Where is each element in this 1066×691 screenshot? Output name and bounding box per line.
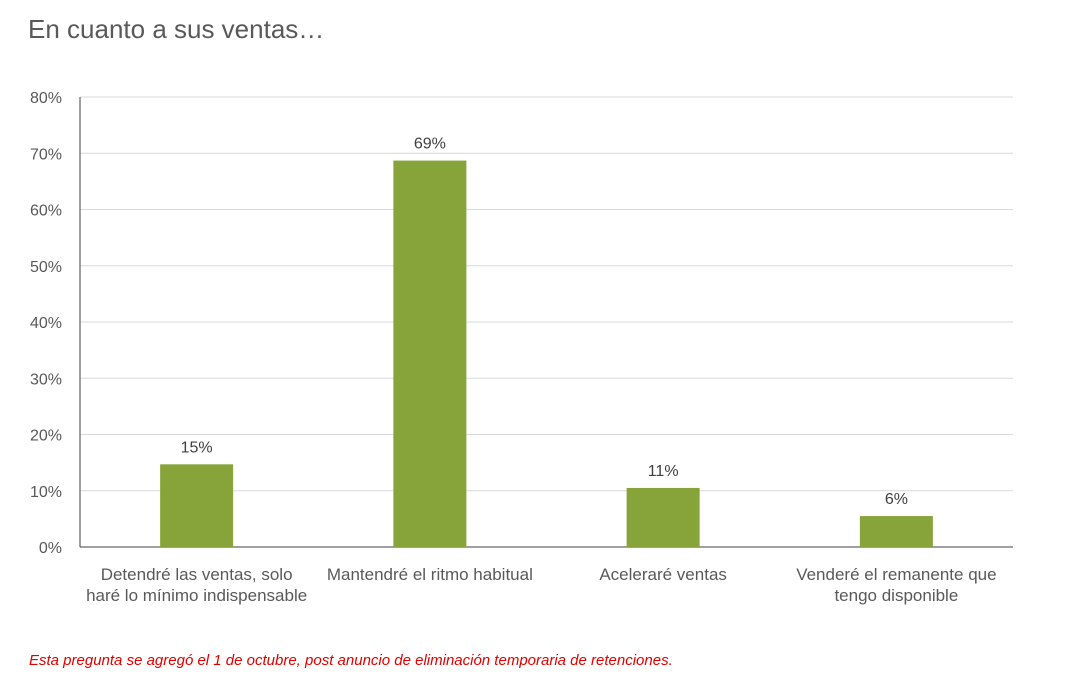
data-label: 11% xyxy=(648,463,679,480)
bar xyxy=(160,464,234,547)
y-tick-label: 20% xyxy=(30,428,62,445)
y-tick-label: 40% xyxy=(30,315,62,332)
data-label: 15% xyxy=(181,439,213,456)
x-category-label: Aceleraré ventas xyxy=(599,565,727,584)
y-tick-label: 50% xyxy=(30,259,62,276)
x-category-label: Mantendré el ritmo habitual xyxy=(326,565,533,584)
y-tick-label: 70% xyxy=(30,146,62,163)
y-tick-label: 80% xyxy=(30,90,62,107)
y-tick-label: 10% xyxy=(30,484,62,501)
x-category-label: Detendré las ventas, solo haré lo mínimo… xyxy=(86,565,308,605)
bar xyxy=(393,160,467,547)
x-category-label: Venderé el remanente que tengo disponibl… xyxy=(796,565,997,605)
y-tick-label: 0% xyxy=(39,540,62,557)
data-label: 69% xyxy=(414,136,446,153)
y-tick-label: 30% xyxy=(30,371,62,388)
bar xyxy=(626,487,700,547)
bar xyxy=(859,516,933,547)
footnote: Esta pregunta se agregó el 1 de octubre,… xyxy=(29,652,673,669)
data-label: 6% xyxy=(885,491,908,508)
chart-title: En cuanto a sus ventas… xyxy=(28,14,325,44)
y-tick-label: 60% xyxy=(30,203,62,220)
